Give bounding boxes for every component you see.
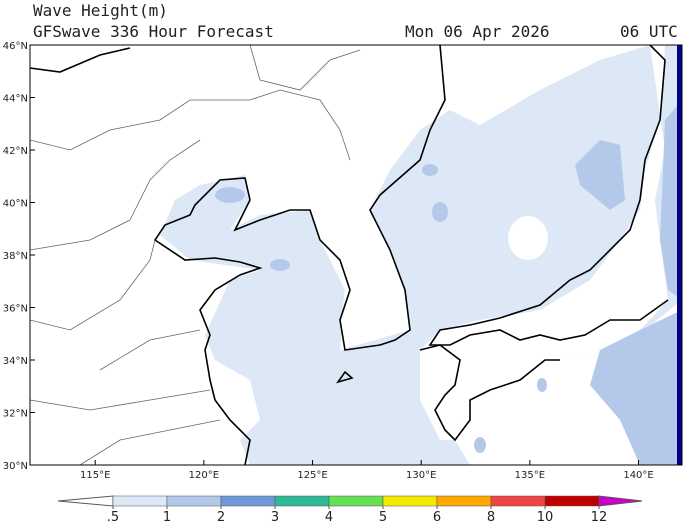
colorbar-label: 10 bbox=[537, 510, 554, 525]
lat-tick-label: 34°N bbox=[3, 356, 28, 367]
lat-tick-label: 36°N bbox=[3, 304, 28, 315]
coastline bbox=[29, 44, 669, 466]
province-borders bbox=[29, 44, 361, 466]
korea-land bbox=[310, 210, 410, 350]
lat-tick-label: 44°N bbox=[3, 94, 28, 105]
edge-band bbox=[677, 45, 682, 465]
colorbar-segment bbox=[166, 495, 222, 507]
colorbar-segment bbox=[274, 495, 330, 507]
colorbar-segment bbox=[436, 495, 492, 507]
calm-area bbox=[508, 216, 548, 260]
lon-tick-label: 115°E bbox=[80, 470, 110, 481]
colorbar-label: .5 bbox=[107, 510, 119, 525]
colorbar-label: 1 bbox=[163, 510, 171, 525]
lat-tick-label: 46°N bbox=[3, 41, 28, 52]
lat-tick-label: 40°N bbox=[3, 199, 28, 210]
lon-tick-label: 120°E bbox=[189, 470, 219, 481]
colorbar-label: 6 bbox=[433, 510, 441, 525]
date: Mon 06 Apr 2026 bbox=[405, 22, 550, 41]
lon-tick-label: 140°E bbox=[623, 470, 653, 481]
colorbar-label: 12 bbox=[591, 510, 608, 525]
colorbar-segment bbox=[490, 495, 546, 507]
map-area bbox=[29, 44, 683, 466]
title: Wave Height(m) bbox=[33, 1, 168, 20]
lat-tick-label: 38°N bbox=[3, 251, 28, 262]
colorbar-label: 3 bbox=[271, 510, 279, 525]
time: 06 UTC bbox=[620, 22, 678, 41]
lat-tick-label: 42°N bbox=[3, 146, 28, 157]
colorbar-label: 8 bbox=[487, 510, 495, 525]
colorbar-segment bbox=[328, 495, 384, 507]
lon-tick-label: 130°E bbox=[406, 470, 436, 481]
colorbar-arrow-high bbox=[598, 495, 643, 507]
colorbar-arrow-low bbox=[57, 495, 114, 507]
colorbar-label: 4 bbox=[325, 510, 333, 525]
wave-patches bbox=[215, 100, 682, 465]
subtitle: GFSwave 336 Hour Forecast bbox=[33, 22, 274, 41]
lat-tick-label: 32°N bbox=[3, 409, 28, 420]
colorbar-label: 2 bbox=[217, 510, 225, 525]
colorbar-label: 5 bbox=[379, 510, 387, 525]
japan-land bbox=[420, 45, 668, 440]
colorbar-segment bbox=[112, 495, 168, 507]
lon-tick-label: 135°E bbox=[515, 470, 545, 481]
lon-tick-label: 125°E bbox=[297, 470, 327, 481]
lat-tick-label: 30°N bbox=[3, 461, 28, 472]
colorbar-segment bbox=[220, 495, 276, 507]
colorbar-segment bbox=[544, 495, 600, 507]
colorbar-segment bbox=[382, 495, 438, 507]
